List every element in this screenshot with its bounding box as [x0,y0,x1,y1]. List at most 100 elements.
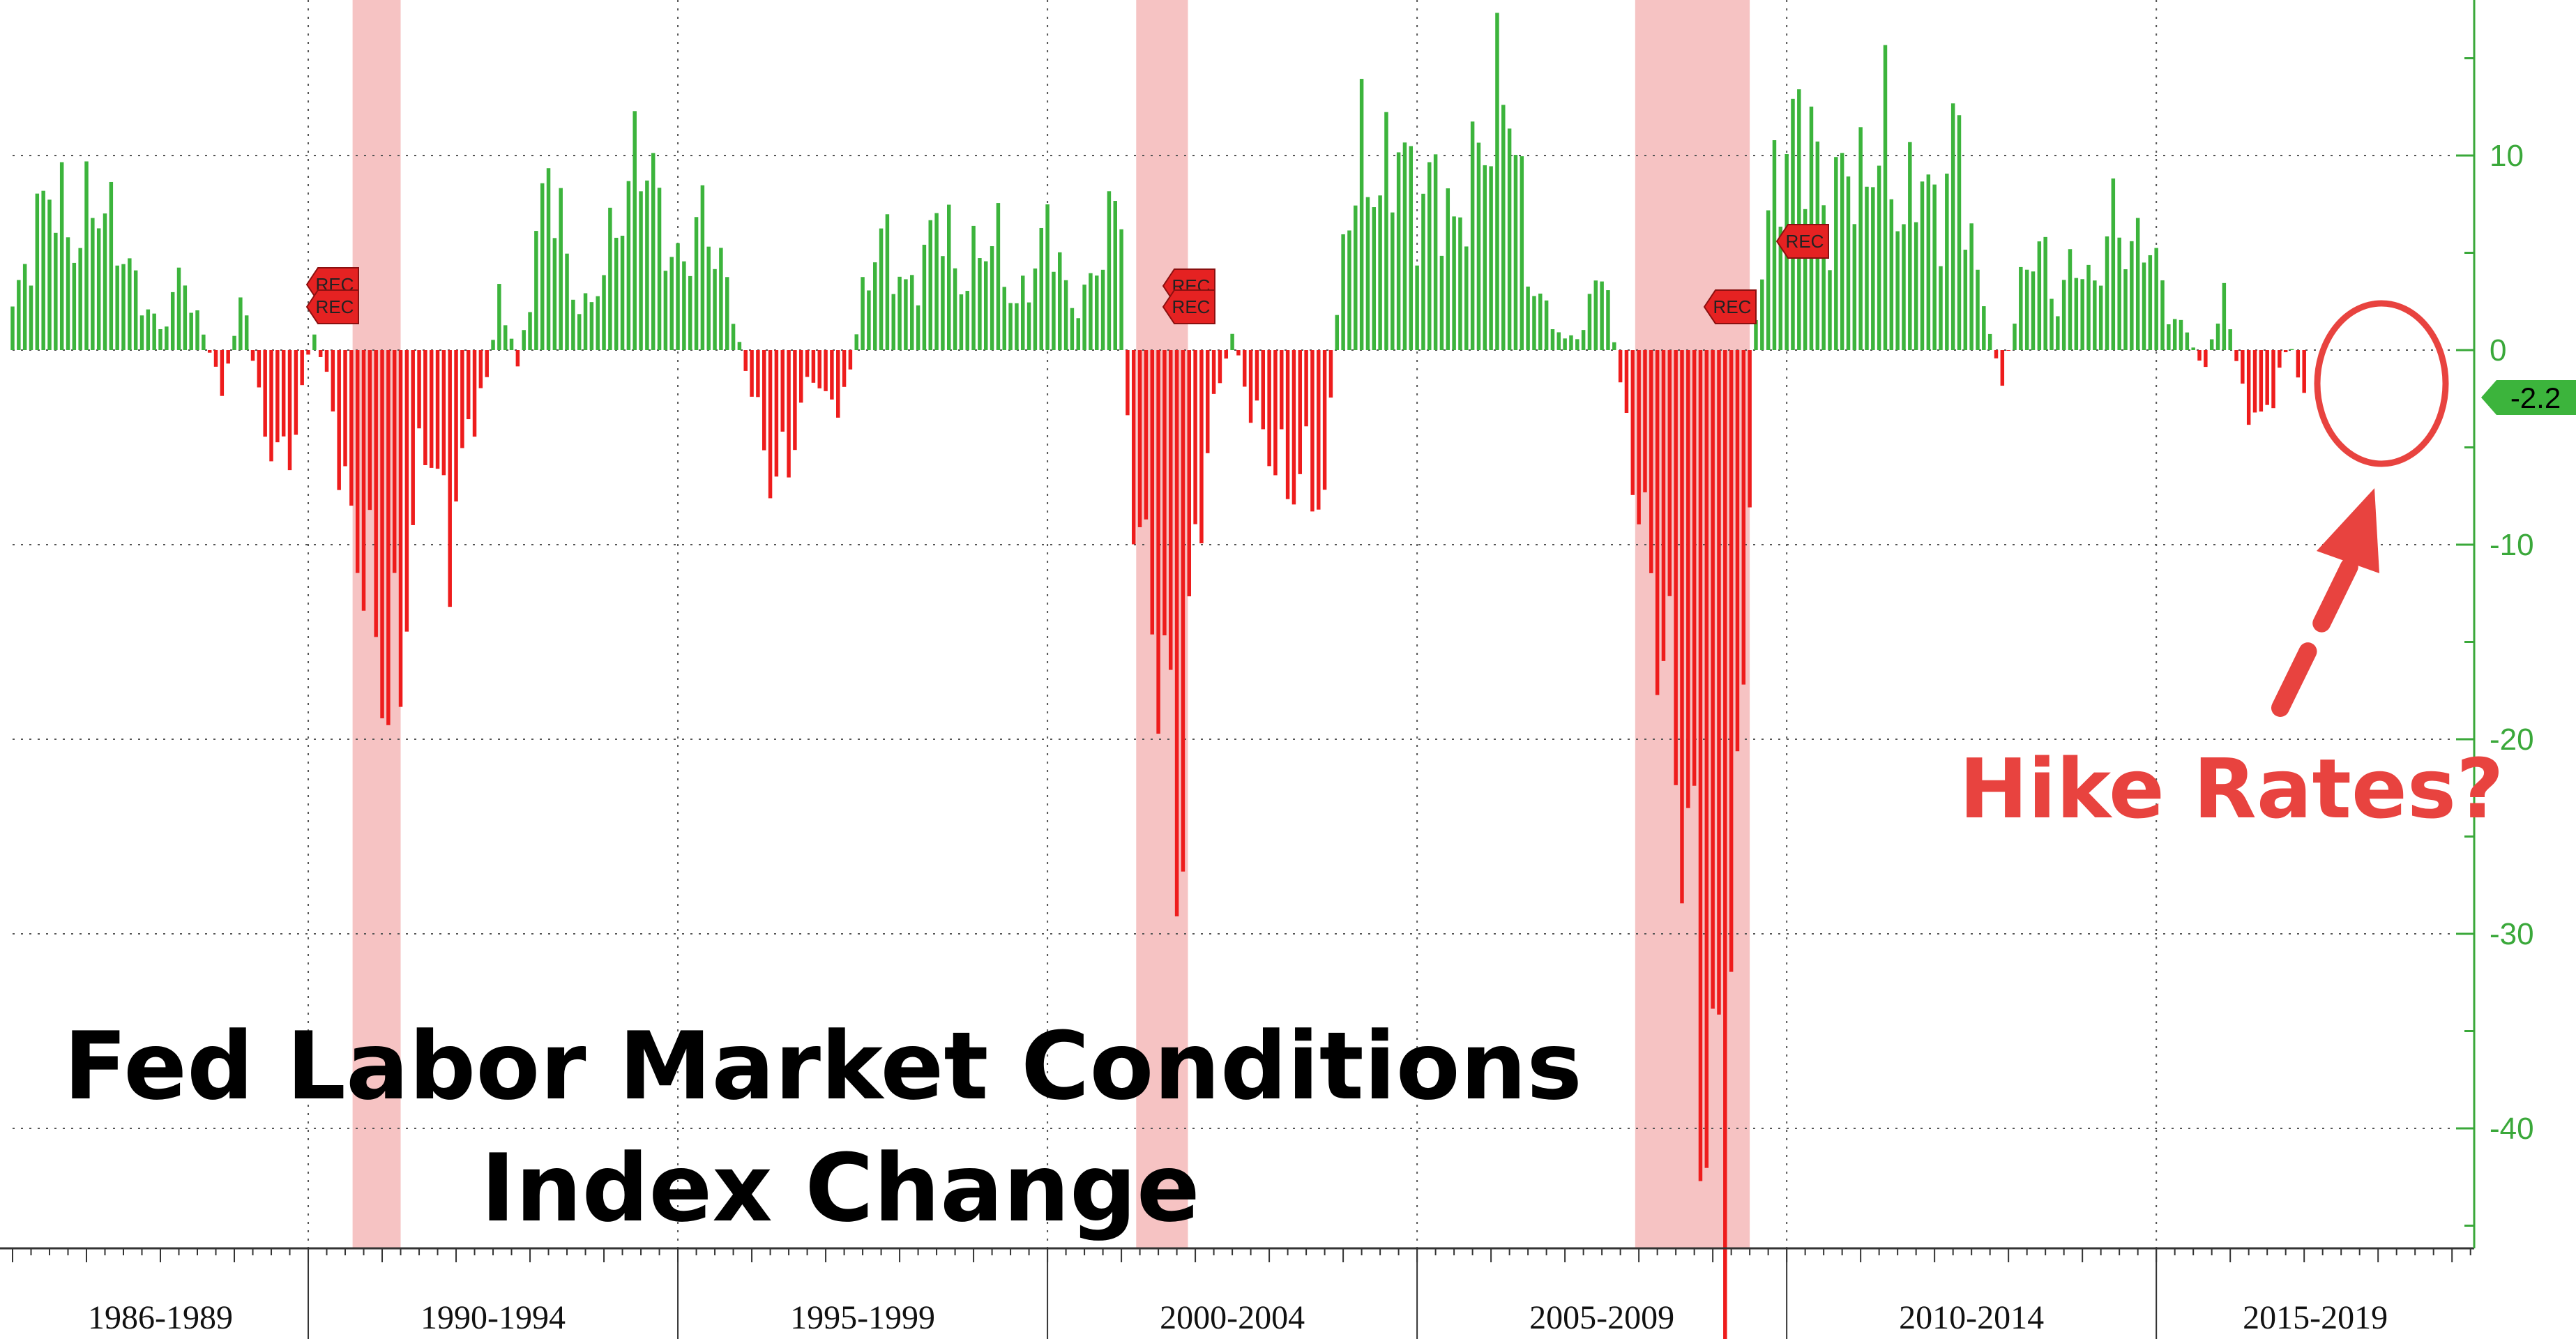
bar [2172,319,2177,350]
bar [374,350,378,637]
bar [891,294,895,350]
bar [867,290,871,350]
bar [1199,350,1204,544]
bar [435,350,440,469]
bar [941,256,945,350]
bar [35,193,40,350]
bar [1415,265,1419,350]
bar [1945,173,1949,350]
bar [1932,184,1937,350]
bar [602,275,606,350]
bar [1322,350,1327,490]
bar [1495,13,1499,350]
bar [965,291,969,350]
bar [1489,166,1493,351]
bar [1858,127,1863,350]
bar [842,350,847,387]
bar [361,350,366,611]
bar [2265,350,2269,405]
bar [1963,250,1968,350]
bar [731,324,736,350]
bar [213,350,218,367]
bar [719,248,723,350]
bar [2050,298,2054,350]
bar [1871,187,1875,350]
bar [1033,268,1038,350]
recession-badge-label: REC [316,296,354,317]
bar [509,338,514,350]
bar [971,225,976,350]
bar [1421,193,1425,350]
bar [1889,199,1894,350]
bar [922,244,927,350]
bar [2209,339,2214,350]
bar [1002,287,1006,350]
recession-badge-label: REC [1786,231,1824,252]
x-tick-label: 1990-1994 [421,1299,566,1336]
recession-badge-label: REC [1172,296,1211,317]
bar [17,280,21,350]
bar [2302,350,2306,393]
bar [170,292,175,350]
bar [1723,350,1727,1339]
bar [22,264,27,350]
bar [1230,333,1234,350]
bar [368,350,372,510]
recession-badge-label: REC [1713,296,1752,317]
bar [2105,236,2109,350]
bar [121,264,126,350]
bar [2130,241,2134,350]
bar [830,350,834,400]
bar [337,350,341,490]
bar [725,277,729,350]
bar [768,350,773,499]
bar [417,350,421,429]
bar [1914,222,1918,350]
bar [990,245,994,350]
bar [398,350,403,707]
bar [1593,280,1598,350]
bar [1341,234,1345,350]
bar [1908,142,1912,350]
bar [1206,350,1210,453]
bar [2056,316,2060,350]
bar [1483,165,1487,350]
bar [1674,350,1678,785]
bar [872,262,877,350]
bar [1310,350,1314,512]
bar [1778,227,1783,350]
bar [324,350,329,372]
bar [448,350,452,607]
bar [139,315,144,350]
bar [441,350,446,476]
bar [546,168,551,350]
bar [1255,350,1259,401]
bar [885,214,890,350]
highlight-circle [2314,300,2449,467]
bar [756,350,760,398]
bar [2271,350,2275,409]
annotation-group: Hike Rates? [1959,300,2504,837]
bar [312,334,317,350]
bar [2086,264,2091,350]
bar [1569,335,1573,350]
bar [1600,281,1604,350]
bar [897,276,902,350]
bar [861,277,865,350]
recession-badge: REC [1775,224,1829,259]
bar [66,237,70,350]
bar [577,314,582,350]
y-tick-label: -20 [2490,723,2534,757]
bar [1224,350,1229,359]
bar [1470,121,1475,350]
bar [1513,155,1518,350]
bar [1840,153,1844,350]
bar [1100,269,1105,350]
bar [2228,329,2232,350]
bar [250,350,255,361]
bar [1637,350,1641,524]
last-value-marker [2481,380,2576,415]
